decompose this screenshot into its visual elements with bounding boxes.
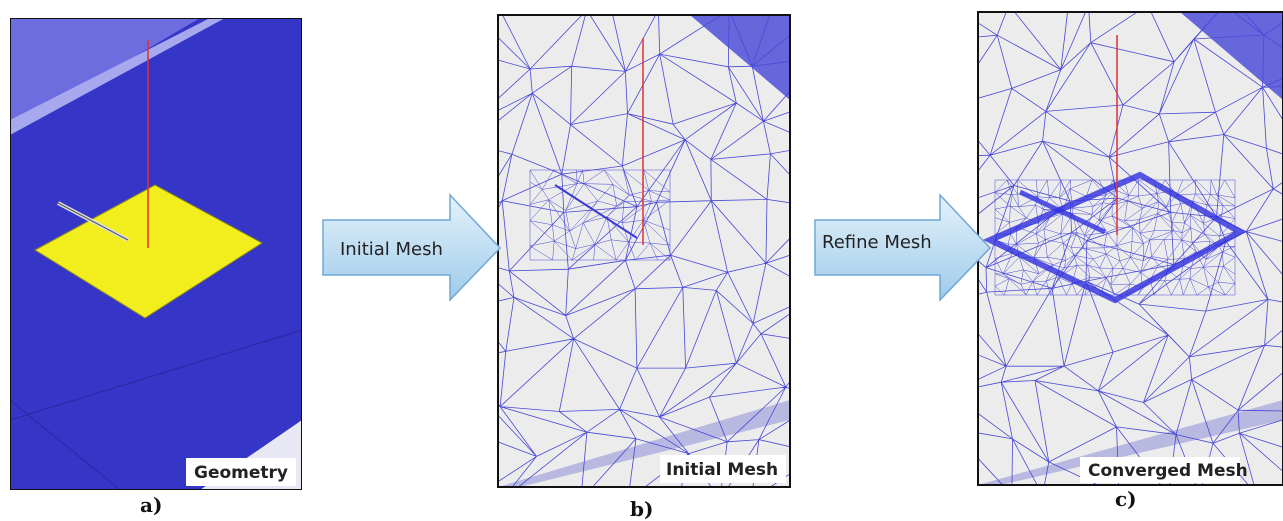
mesh [978,12,1283,485]
panel-label: Initial Mesh [666,460,778,480]
panel-caption: b) [630,497,653,521]
geometry-panel [10,18,302,490]
panel-label: Geometry [194,463,288,483]
arrow [814,193,992,302]
mesh [498,15,790,487]
panel-label: Converged Mesh [1088,461,1248,481]
panel-caption: c) [1115,487,1137,511]
panel-caption: a) [140,493,162,517]
arrow-label: Refine Mesh [822,232,932,253]
label-box [1080,457,1240,483]
label-box [186,458,296,486]
arrow-label: Initial Mesh [340,239,443,260]
converged-mesh-panel [978,12,1283,485]
initial-mesh-panel [498,15,790,487]
mesh [529,169,671,261]
arrow [322,193,502,302]
label-box [660,455,786,483]
